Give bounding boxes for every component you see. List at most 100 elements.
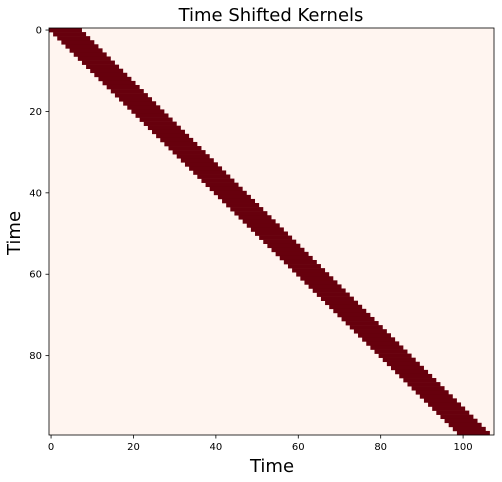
kernel-row-43	[226, 203, 260, 208]
kernel-row-54	[271, 247, 305, 253]
kernel-row-41	[217, 194, 251, 200]
kernel-row-59	[292, 268, 326, 273]
kernel-row-20	[131, 109, 165, 114]
kernel-row-79	[374, 349, 408, 354]
x-tick-label: 0	[48, 442, 54, 453]
kernel-row-99	[456, 430, 490, 436]
kernel-row-96	[444, 418, 478, 424]
x-axis-ticks: 0 20 40 60 80 100	[48, 435, 473, 453]
kernel-row-51	[259, 235, 293, 240]
kernel-row-14	[106, 84, 140, 90]
kernel-row-5	[69, 48, 103, 53]
kernel-row-55	[275, 251, 309, 257]
kernel-row-38	[205, 182, 239, 188]
kernel-row-13	[102, 80, 136, 86]
kernel-row-50	[255, 231, 288, 236]
kernel-row-35	[193, 170, 227, 175]
kernel-row-75	[358, 333, 391, 338]
kernel-row-32	[180, 158, 214, 163]
x-tick-label: 100	[454, 442, 473, 453]
kernel-row-0	[49, 28, 82, 33]
kernel-row-90	[419, 394, 453, 399]
kernel-row-57	[283, 259, 317, 265]
kernel-row-16	[114, 93, 148, 98]
y-tick-label: 80	[29, 351, 42, 362]
kernel-row-23	[143, 121, 177, 126]
kernel-row-63	[308, 284, 342, 289]
kernel-row-29	[168, 146, 202, 151]
kernel-row-26	[156, 133, 190, 139]
kernel-row-27	[160, 137, 194, 143]
kernel-row-30	[172, 150, 206, 155]
kernel-row-8	[81, 60, 115, 65]
kernel-row-21	[135, 113, 169, 118]
kernel-row-91	[423, 398, 457, 403]
kernel-row-81	[382, 357, 416, 363]
kernel-row-42	[222, 198, 256, 204]
kernel-row-74	[353, 329, 387, 334]
kernel-row-28	[164, 141, 198, 147]
x-tick-label: 60	[292, 442, 305, 453]
kernel-row-37	[201, 178, 235, 183]
kernel-row-77	[366, 341, 400, 346]
kernel-row-4	[65, 44, 99, 49]
kernel-row-78	[370, 345, 404, 350]
kernel-row-76	[362, 337, 396, 342]
kernel-row-60	[296, 272, 330, 277]
kernel-row-82	[386, 361, 420, 367]
kernel-row-24	[147, 125, 181, 131]
kernel-row-85	[399, 373, 433, 379]
kernel-row-94	[436, 410, 470, 415]
kernel-row-88	[411, 386, 445, 391]
kernel-row-10	[90, 68, 124, 74]
kernel-row-98	[452, 426, 486, 432]
plot-frame	[48, 27, 495, 436]
kernel-row-92	[428, 402, 462, 407]
kernel-row-72	[345, 321, 379, 326]
y-tick-label: 60	[29, 270, 42, 281]
kernel-row-39	[209, 186, 243, 192]
heatmap-cells	[49, 28, 490, 436]
kernel-row-33	[184, 162, 218, 167]
kernel-row-22	[139, 117, 173, 122]
kernel-row-1	[53, 32, 87, 37]
y-axis-ticks: 0 20 40 60 80	[29, 26, 49, 362]
kernel-row-70	[337, 312, 371, 318]
kernel-row-25	[152, 129, 185, 135]
x-tick-label: 20	[127, 442, 140, 453]
kernel-row-12	[98, 76, 132, 82]
kernel-row-47	[242, 219, 276, 224]
kernel-row-95	[440, 414, 474, 420]
kernel-row-34	[189, 166, 223, 171]
kernel-row-17	[119, 97, 153, 102]
kernel-row-80	[378, 353, 412, 358]
kernel-row-15	[110, 89, 144, 94]
kernel-row-67	[325, 300, 359, 306]
kernel-row-44	[230, 207, 264, 212]
y-tick-label: 40	[29, 188, 42, 199]
kernel-row-11	[94, 72, 128, 78]
y-axis-label: Time	[4, 211, 25, 256]
x-axis-label: Time	[249, 456, 294, 477]
kernel-row-65	[316, 292, 350, 297]
kernel-row-66	[320, 296, 354, 301]
kernel-row-69	[333, 308, 367, 314]
kernel-row-84	[395, 369, 429, 375]
kernel-row-3	[61, 40, 95, 45]
y-tick-label: 20	[29, 107, 42, 118]
kernel-row-93	[432, 406, 466, 411]
x-tick-label: 80	[374, 442, 387, 453]
kernel-row-49	[250, 227, 284, 232]
kernel-row-62	[304, 280, 338, 285]
x-tick-label: 40	[210, 442, 223, 453]
kernel-row-45	[234, 211, 268, 216]
kernel-row-83	[390, 365, 424, 371]
kernel-row-73	[349, 325, 383, 330]
kernel-row-64	[312, 288, 346, 293]
kernel-row-36	[197, 174, 231, 179]
kernel-row-6	[73, 52, 107, 57]
kernel-row-89	[415, 390, 449, 395]
kernel-row-48	[246, 223, 280, 228]
y-tick-label: 0	[36, 26, 42, 37]
